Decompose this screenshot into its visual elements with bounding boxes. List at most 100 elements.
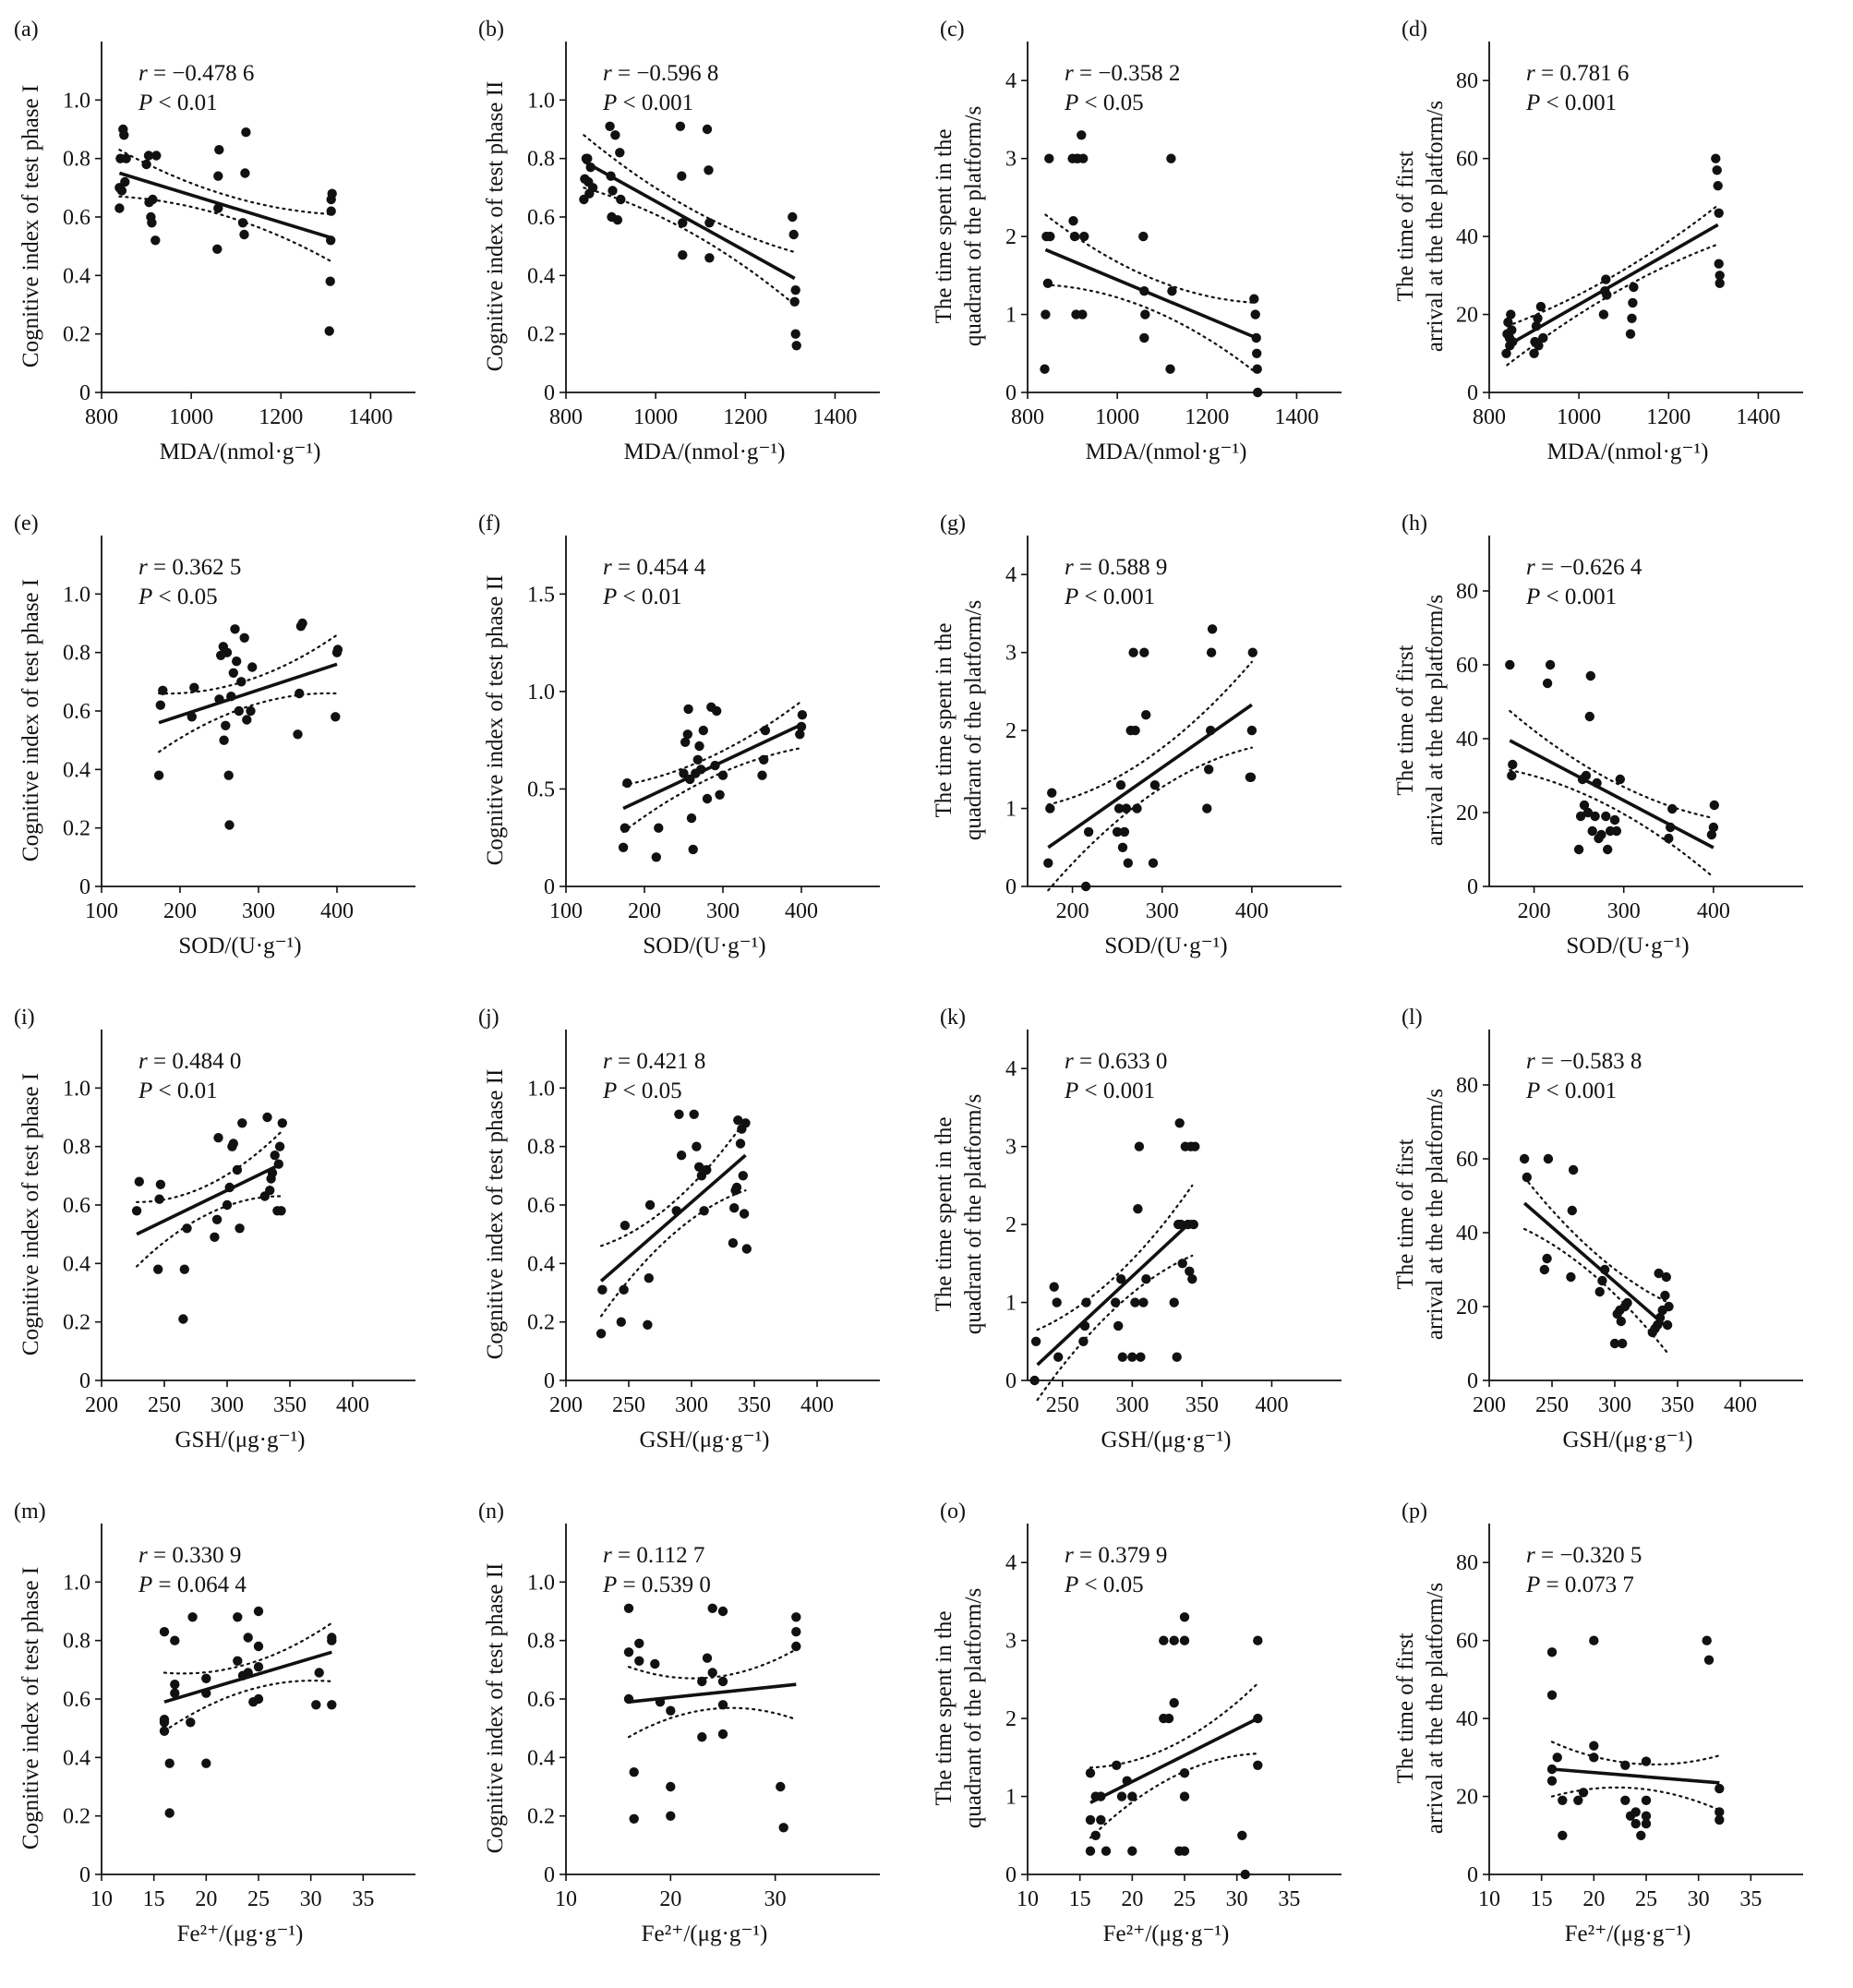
data-point [1666,822,1676,833]
data-point [1202,803,1212,813]
data-point [1507,770,1517,781]
y-axis-label: Cognitive index of test phase I [18,1073,43,1355]
data-point [1159,1635,1169,1645]
p-value: < 0.001 [1078,1078,1155,1103]
data-point [1654,1268,1664,1279]
regression-line [1089,1717,1259,1804]
data-point [616,1317,626,1327]
data-point [234,705,244,717]
data-point [790,285,800,295]
r-symbol: r [1526,1049,1535,1074]
confidence-band-upper [1509,709,1715,820]
y-tick-label: 0.8 [63,148,90,172]
data-point [666,1781,676,1792]
y-axis-label-line: Cognitive index of test phase I [18,1073,43,1355]
data-point [776,1781,786,1792]
data-point [1133,1204,1143,1214]
data-point [1247,647,1257,657]
data-point [179,1264,189,1274]
data-point [759,754,769,765]
data-point [728,1238,739,1248]
data-point [1190,1141,1200,1151]
r-annotation: r = −0.320 5 [1526,1543,1642,1568]
data-point [1148,858,1159,868]
data-point [325,276,335,286]
x-tick-label: 350 [1661,1393,1694,1417]
data-point [1609,1338,1620,1349]
data-point [1179,1846,1190,1856]
data-point [1207,624,1218,634]
p-symbol: P [602,1078,617,1103]
r-symbol: r [138,1049,148,1074]
p-symbol: P [602,1572,617,1597]
data-point [253,1641,264,1652]
data-point [697,1676,707,1687]
y-tick-label: 0.6 [63,700,90,724]
y-tick-label: 60 [1456,654,1478,678]
data-point [1245,772,1257,782]
data-point [1140,309,1150,319]
r-value: = 0.421 8 [612,1049,706,1074]
data-point [1542,678,1553,689]
data-point [634,1656,644,1666]
p-symbol: P [1064,1572,1078,1597]
data-point [276,1206,286,1216]
y-axis-label: The time spent in the quadrant of the pla… [932,106,986,346]
data-point [682,729,692,740]
x-tick-label: 300 [1607,899,1641,923]
data-point [623,1603,634,1613]
x-tick-label: 400 [1697,899,1730,923]
data-point [1507,325,1517,335]
x-tick-label: 1400 [348,405,392,429]
y-tick-label: 80 [1456,69,1478,93]
data-point [331,712,341,722]
p-symbol: P [1064,1078,1078,1103]
x-tick-label: 300 [242,899,275,923]
x-tick-label: 1200 [1646,405,1691,429]
y-axis-label-line: Cognitive index of test phase I [18,85,43,367]
chart-panel: (e) 0 0.2 0.4 0.6 0.8 1.0 100 200 300 400 SOD/(U·g⁻… [14,512,415,958]
x-tick-label: 30 [764,1887,787,1911]
panel-label: (o) [940,1500,966,1524]
regression-line [1509,739,1715,849]
data-point [297,618,307,629]
data-point [1041,309,1051,319]
x-axis-label: Fe²⁺/(μg·g⁻¹) [1103,1922,1230,1946]
data-point [1029,1375,1040,1386]
p-value: < 0.05 [1078,1572,1143,1597]
chart-panel: (l) 0 20 40 60 80 200 250 300 350 400 GSH/(μg·g⁻¹) T… [1393,1006,1803,1452]
y-tick-label: 0.4 [63,758,90,782]
data-point [1597,1275,1607,1286]
r-annotation: r = 0.421 8 [603,1049,705,1074]
y-tick-label: 0.6 [527,206,555,230]
x-tick-label: 200 [1473,1393,1506,1417]
data-point [1139,647,1149,657]
panel-label: (k) [940,1006,966,1030]
y-axis-label-line: arrival at the the platform/s [1423,595,1448,846]
y-axis-label-line: arrival at the the platform/s [1423,1089,1448,1340]
data-point [1603,844,1613,855]
data-point [1253,1635,1263,1645]
x-axis-label: Fe²⁺/(μg·g⁻¹) [1565,1922,1691,1946]
chart-panel: (n) 0 0.2 0.4 0.6 0.8 1.0 10 20 30 Fe²⁺/(μg·g⁻¹) Co… [478,1500,880,1946]
y-tick-label: 1.0 [63,1077,90,1101]
confidence-band-lower [118,195,331,262]
data-point [1174,1118,1185,1128]
x-tick-label: 400 [785,899,818,923]
regression-line [136,1163,283,1236]
data-point [239,633,249,643]
data-point [1043,858,1053,868]
panel-label: (l) [1402,1006,1423,1030]
data-point [704,253,715,263]
data-point [1508,759,1518,770]
data-point [236,677,247,687]
r-annotation: r = −0.358 2 [1065,61,1180,86]
chart-panel: (p) 0 20 40 60 80 10 15 20 25 30 35 Fe²⁺/(μg·g⁻¹) The… [1393,1500,1803,1946]
data-point [1119,826,1130,837]
data-point [237,1118,247,1128]
data-point [1090,1830,1101,1840]
data-point [201,1758,211,1768]
data-point [1712,165,1722,175]
data-point [1594,1286,1605,1297]
